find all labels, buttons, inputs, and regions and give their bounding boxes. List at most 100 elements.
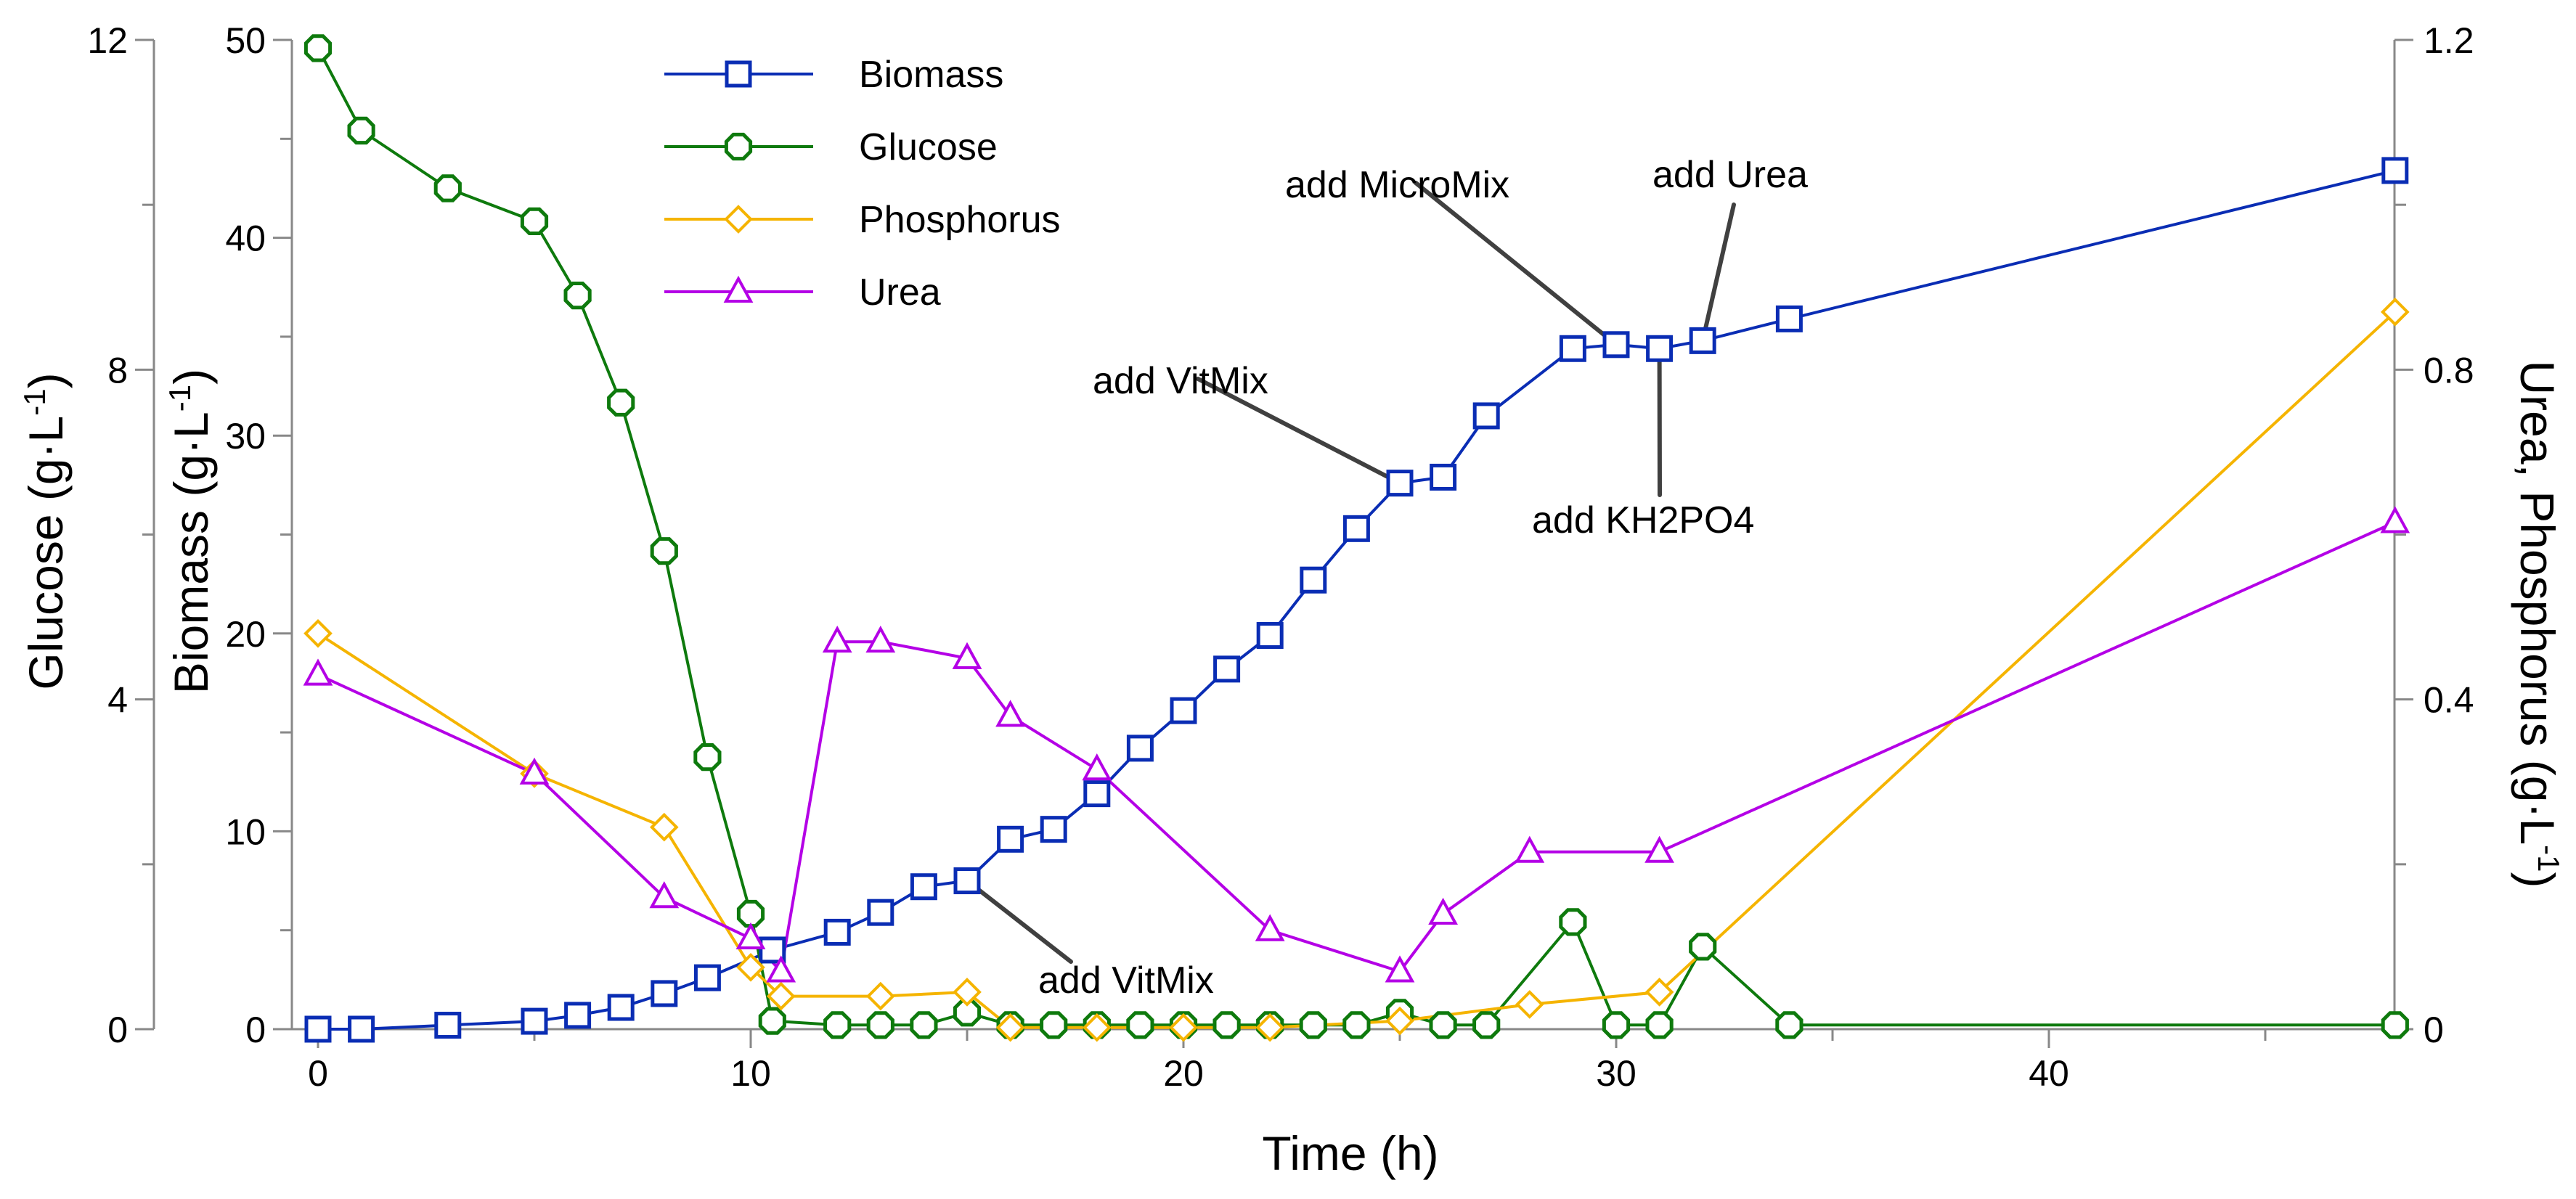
glucose-axis-tick-label: 12	[87, 20, 128, 61]
phosphorus-point	[303, 618, 333, 648]
biomass-point	[867, 899, 894, 926]
right-axis-tick-label: 1.2	[2424, 20, 2474, 61]
biomass-point	[348, 1015, 375, 1043]
biomass-point	[1300, 566, 1327, 594]
biomass-point	[2381, 157, 2409, 184]
glucose-point	[1429, 1011, 1457, 1039]
biomass-point	[1256, 622, 1284, 650]
glucose-point	[1559, 908, 1587, 936]
right-axis-tick-label: 0.8	[2424, 350, 2474, 390]
urea-point	[1515, 835, 1545, 863]
right-axis-tick-label: 0	[2424, 1010, 2444, 1050]
biomass-point	[1559, 335, 1586, 362]
x-tick-label: 0	[308, 1053, 328, 1094]
x-tick-label: 30	[1596, 1053, 1637, 1094]
biomass-point	[1472, 402, 1500, 430]
annotation-label: add KH2PO4	[1532, 499, 1754, 541]
biomass-point	[304, 1015, 332, 1043]
phosphorus-line	[317, 311, 2397, 1029]
annotation-label: add Urea	[1652, 154, 1808, 196]
legend-marker-biomass	[725, 60, 752, 88]
annotation-arrow	[965, 878, 1073, 964]
glucose-point	[650, 537, 678, 565]
biomass-axis-tick-label: 50	[225, 20, 266, 61]
biomass-point	[1602, 331, 1630, 359]
x-tick-label: 40	[2029, 1053, 2069, 1094]
series-layer	[303, 34, 2410, 1043]
glucose-point	[1212, 1011, 1241, 1039]
legend-marker-urea	[723, 275, 754, 303]
glucose-point	[953, 999, 982, 1027]
biomass-point	[910, 873, 937, 901]
x-tick-label: 20	[1163, 1053, 1204, 1094]
annotations-layer	[965, 181, 1736, 964]
glucose-point	[1126, 1011, 1154, 1039]
biomass-point	[1775, 305, 1803, 332]
glucose-axis-tick-label: 8	[107, 350, 128, 390]
biomass-point	[1040, 816, 1067, 843]
urea-point	[519, 757, 550, 785]
glucose-point	[866, 1011, 894, 1039]
glucose-point	[1689, 933, 1717, 961]
biomass-point	[953, 867, 981, 895]
phosphorus-point	[1385, 1006, 1414, 1036]
phosphorus-point	[995, 1012, 1025, 1042]
right-axis-tick-label: 0.4	[2424, 680, 2474, 721]
legend-label-urea: Urea	[859, 271, 941, 314]
phosphorus-point	[2380, 297, 2410, 327]
phosphorus-point	[1515, 990, 1544, 1019]
glucose-point	[303, 34, 333, 62]
urea-point	[865, 625, 896, 653]
biomass-point	[607, 994, 635, 1021]
phosphorus-point	[1255, 1012, 1285, 1042]
biomass-axis-tick-label: 0	[245, 1010, 266, 1050]
glucose-point	[347, 116, 375, 145]
biomass-point	[1213, 655, 1241, 683]
urea-point	[1644, 835, 1674, 863]
glucose-point	[1775, 1011, 1803, 1039]
biomass-point	[1126, 734, 1154, 762]
biomass-point	[1170, 697, 1197, 724]
biomass-point	[651, 980, 678, 1007]
urea-point	[649, 881, 680, 909]
glucose-point	[1040, 1011, 1068, 1039]
urea-point	[1385, 955, 1415, 983]
glucose-line	[317, 47, 2395, 1027]
glucose-point	[433, 174, 462, 202]
glucose-axis-title: Glucose (g·L-1)	[17, 372, 73, 689]
glucose-axis-tick-label: 4	[107, 680, 128, 721]
biomass-point	[1386, 470, 1414, 497]
biomass-point	[997, 825, 1024, 853]
axes-layer	[135, 38, 2413, 1048]
legend-marker-phosphorus	[724, 205, 753, 234]
legend-label-biomass: Biomass	[859, 54, 1003, 96]
biomass-point	[759, 936, 786, 964]
right-axis-title: Urea, Phosphorus (g·L-1)	[2511, 360, 2566, 888]
legend-label-phosphorus: Phosphorus	[859, 199, 1061, 241]
glucose-axis-tick-label: 0	[107, 1010, 128, 1050]
phosphorus-point	[766, 981, 796, 1011]
glucose-point	[607, 388, 635, 417]
urea-point	[822, 625, 852, 653]
biomass-point	[521, 1007, 548, 1035]
biomass-point	[693, 964, 721, 991]
biomass-axis-tick-label: 30	[225, 416, 266, 457]
urea-line	[317, 520, 2396, 975]
text-layer: 0 4 8 12 0 10 20 30 40 50 0 0.4 0.8 1.2 0 10 20 30 40 Gluco…	[17, 20, 2566, 1180]
biomass-point	[1342, 515, 1370, 542]
glucose-point	[563, 282, 592, 310]
glucose-point	[1342, 1011, 1371, 1039]
glucose-point	[758, 1007, 786, 1035]
phosphorus-point	[1169, 1012, 1198, 1042]
biomass-point	[1689, 327, 1716, 354]
urea-point	[1255, 914, 1285, 941]
annotation-arrow	[1196, 377, 1402, 486]
annotation-label: add VitMix	[1093, 360, 1268, 402]
glucose-point	[736, 899, 765, 928]
biomass-point	[434, 1012, 462, 1039]
glucose-point	[1472, 1011, 1501, 1039]
annotation-label: add MicroMix	[1285, 164, 1509, 206]
biomass-point	[823, 918, 851, 946]
x-tick-label: 10	[730, 1053, 771, 1094]
glucose-point	[910, 1011, 938, 1039]
